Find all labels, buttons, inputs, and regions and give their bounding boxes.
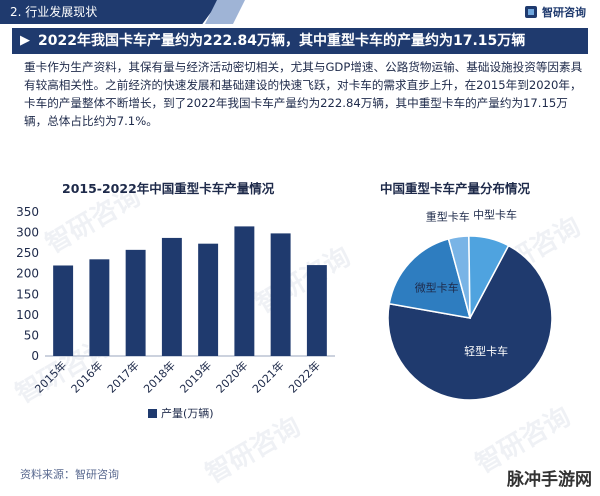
y-tick-label: 350 xyxy=(16,205,39,219)
pie-slice xyxy=(468,235,510,319)
y-tick-label: 150 xyxy=(16,287,39,301)
top-bar: 2. 行业发展现状 智研咨询 xyxy=(0,0,600,24)
bar-chart: 0 50 100 150 200 250 300 350 2015年 2016年 2017年 2018… xyxy=(16,205,335,396)
x-tick-label: 2016年 xyxy=(68,358,105,395)
corner-watermark: 脉冲手游网 xyxy=(507,470,592,490)
bar-chart-legend: 产量(万辆) xyxy=(148,405,214,421)
bar xyxy=(306,265,327,356)
headline: 2022年我国卡车产量约为222.84万辆，其中重型卡车的产量约为17.15万辆 xyxy=(38,33,526,49)
brand-name: 智研咨询 xyxy=(542,6,586,19)
x-tick-label: 2020年 xyxy=(213,358,250,395)
y-tick-label: 50 xyxy=(24,328,39,342)
summary-paragraph: 重卡作为生产资料，其保有量与经济活动密切相关，尤其与GDP增速、公路货物运输、基… xyxy=(24,60,583,128)
bar xyxy=(89,259,110,356)
x-tick-label: 2015年 xyxy=(32,358,69,395)
y-tick-label: 300 xyxy=(16,226,39,240)
bar xyxy=(270,233,291,356)
pie-slice xyxy=(388,237,472,319)
watermark: 智研咨询 xyxy=(200,411,306,490)
pie-chart: 轻型卡车 微型卡车 重型卡车 中型卡车 xyxy=(387,207,553,400)
pie-slice-label: 轻型卡车 xyxy=(464,344,508,358)
bar xyxy=(234,226,255,356)
y-tick-label: 250 xyxy=(16,246,39,260)
brand-logo-icon xyxy=(525,6,537,18)
brand: 智研咨询 xyxy=(524,4,586,20)
x-tick-label: 2017年 xyxy=(104,358,141,395)
bar xyxy=(125,249,146,356)
bar xyxy=(53,265,74,356)
x-tick-label: 2018年 xyxy=(141,358,178,395)
pie-slice xyxy=(387,244,553,400)
x-tick-label: 2022年 xyxy=(286,358,323,395)
section-label: 2. 行业发展现状 xyxy=(0,0,220,24)
bar xyxy=(198,243,219,356)
x-tick-label: 2021年 xyxy=(249,358,286,395)
chevron-right-icon: ▶ xyxy=(20,33,30,48)
y-tick-label: 0 xyxy=(31,349,39,363)
legend-label: 产量(万辆) xyxy=(161,407,214,420)
x-tick-label: 2019年 xyxy=(177,358,214,395)
pie-slice-label: 重型卡车 xyxy=(426,209,470,223)
bar-chart-title: 2015-2022年中国重型卡车产量情况 xyxy=(62,181,275,196)
pie-chart-title: 中国重型卡车产量分布情况 xyxy=(380,181,531,196)
pie-slice-label: 中型卡车 xyxy=(473,207,517,221)
legend-swatch xyxy=(148,408,157,418)
y-tick-label: 200 xyxy=(16,267,39,281)
pie-slice-label: 微型卡车 xyxy=(415,281,459,295)
source-note: 资料来源：智研咨询 xyxy=(20,468,119,481)
bar xyxy=(161,237,182,356)
y-tick-label: 100 xyxy=(16,308,39,322)
headline-bar: ▶ 2022年我国卡车产量约为222.84万辆，其中重型卡车的产量约为17.15… xyxy=(12,28,588,54)
